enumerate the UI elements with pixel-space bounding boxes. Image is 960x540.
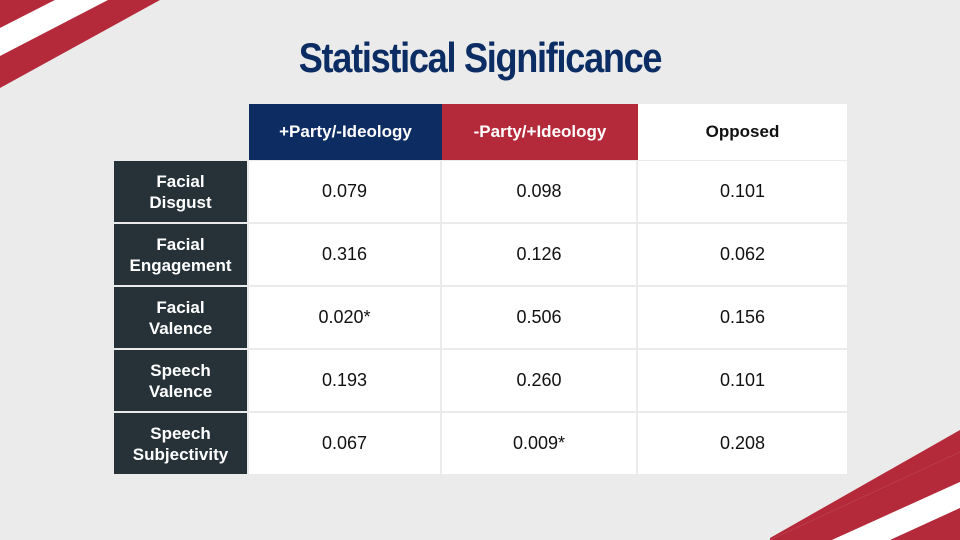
corner-stripes-bottom-right: [770, 430, 960, 540]
table-cell: 0.101: [638, 161, 847, 222]
table-header-row: +Party/-Ideology -Party/+Ideology Oppose…: [114, 104, 847, 160]
table-cell: 0.193: [249, 350, 440, 411]
row-label: Facial Disgust: [114, 161, 247, 222]
table-row: Facial Disgust 0.079 0.098 0.101: [114, 161, 847, 222]
table-cell: 0.316: [249, 224, 440, 285]
table-cell: 0.208: [638, 413, 847, 474]
table-cell: 0.101: [638, 350, 847, 411]
row-label: Facial Valence: [114, 287, 247, 348]
table-cell: 0.067: [249, 413, 440, 474]
row-label-line: Facial: [156, 171, 205, 191]
row-label-line: Facial: [156, 297, 205, 317]
table-cell: 0.098: [442, 161, 636, 222]
table-cell: 0.126: [442, 224, 636, 285]
table-cell: 0.156: [638, 287, 847, 348]
header-party-minus-ideology: +Party/-Ideology: [249, 104, 442, 160]
row-label: Facial Engagement: [114, 224, 247, 285]
row-label-line: Facial: [156, 234, 205, 254]
table-cell: 0.506: [442, 287, 636, 348]
table-cell: 0.009*: [442, 413, 636, 474]
table-row: Speech Subjectivity 0.067 0.009* 0.208: [114, 413, 847, 474]
row-label-line: Valence: [148, 318, 213, 338]
row-label-line: Speech: [150, 423, 211, 443]
table-cell: 0.260: [442, 350, 636, 411]
row-label-line: Engagement: [129, 255, 232, 275]
row-label-line: Subjectivity: [132, 444, 229, 464]
header-minus-party-ideology: -Party/+Ideology: [442, 104, 638, 160]
row-label-line: Valence: [148, 381, 213, 401]
row-label: Speech Valence: [114, 350, 247, 411]
table-cell: 0.079: [249, 161, 440, 222]
table-cell: 0.062: [638, 224, 847, 285]
table-row: Facial Engagement 0.316 0.126 0.062: [114, 224, 847, 285]
table-cell: 0.020*: [249, 287, 440, 348]
page-title: Statistical Significance: [298, 34, 663, 81]
row-label: Speech Subjectivity: [114, 413, 247, 474]
header-opposed: Opposed: [638, 104, 847, 160]
row-label-line: Disgust: [149, 192, 212, 212]
table-row: Speech Valence 0.193 0.260 0.101: [114, 350, 847, 411]
row-label-line: Speech: [150, 360, 211, 380]
corner-stripes-top-left: [0, 0, 160, 88]
table-row: Facial Valence 0.020* 0.506 0.156: [114, 287, 847, 348]
